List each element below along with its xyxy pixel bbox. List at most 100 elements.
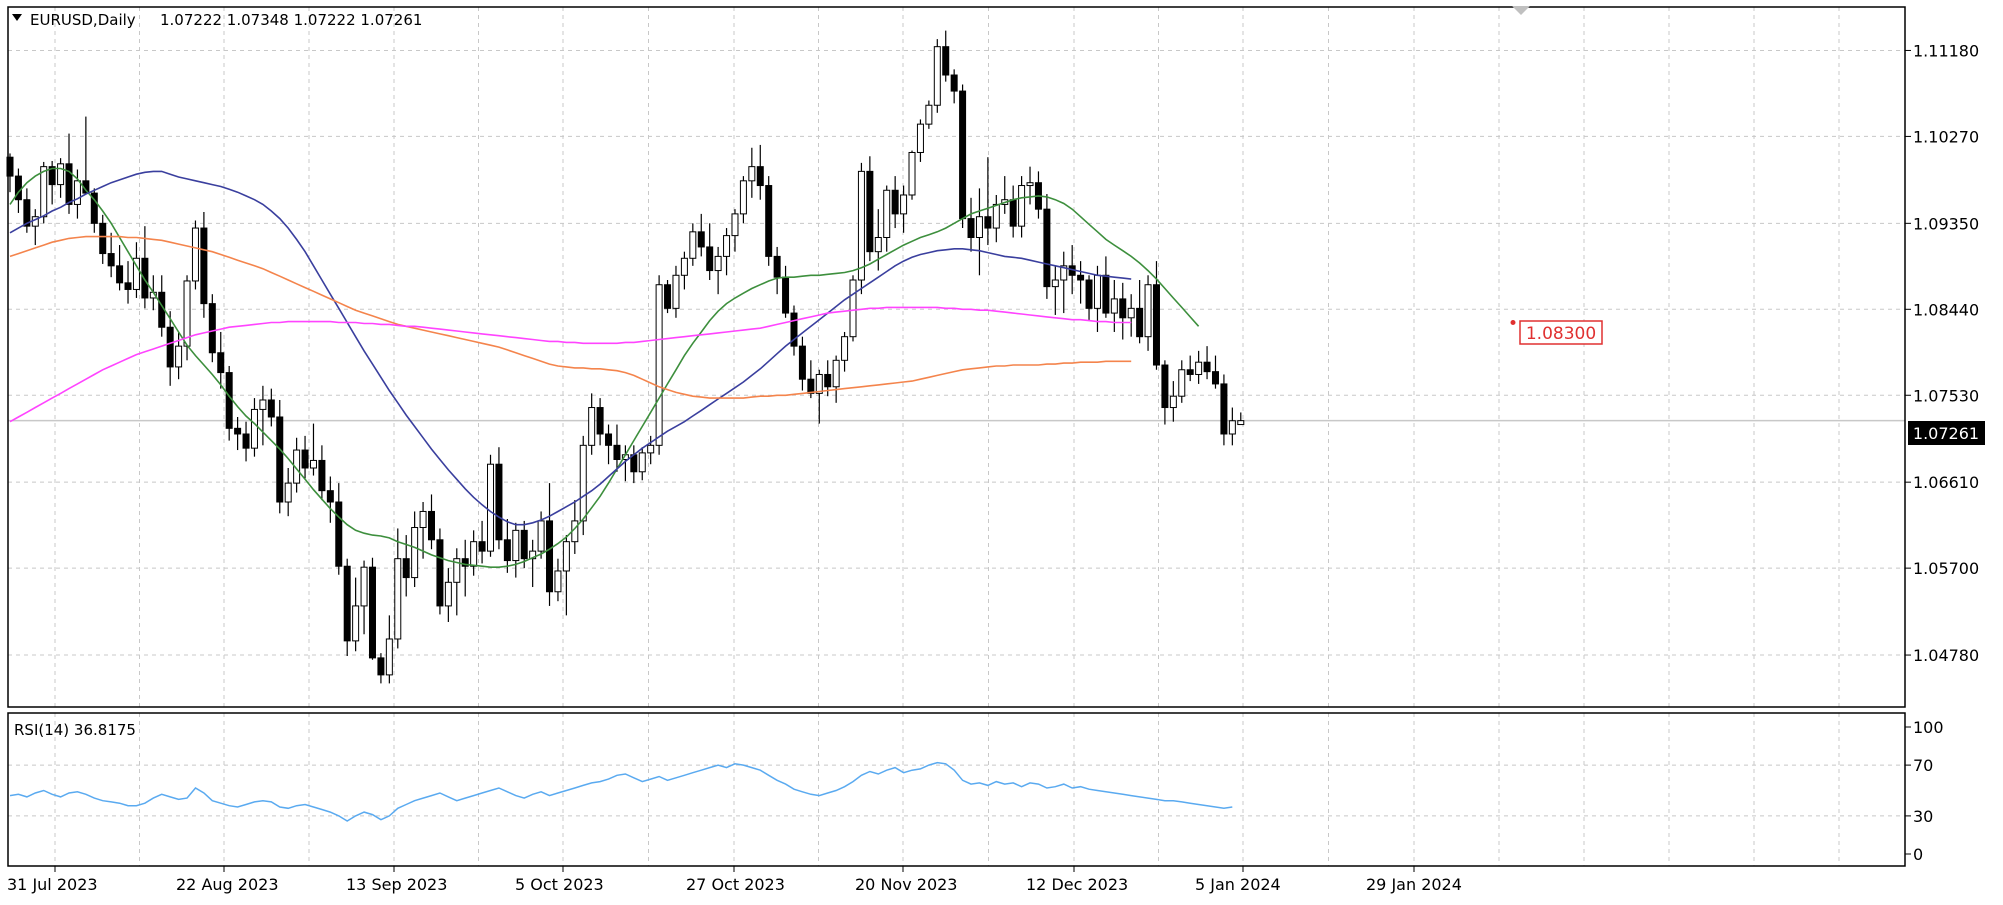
candle xyxy=(1228,407,1236,446)
candle xyxy=(992,194,1000,243)
candle xyxy=(933,39,941,113)
candle xyxy=(1220,374,1228,446)
candle xyxy=(1009,185,1017,238)
candle xyxy=(293,437,301,493)
candles xyxy=(6,30,1245,684)
candle xyxy=(756,144,764,200)
candle xyxy=(1051,265,1059,315)
x-tick-label: 12 Dec 2023 xyxy=(1026,875,1128,894)
candle xyxy=(301,435,309,479)
candle xyxy=(1136,280,1144,344)
candle xyxy=(1169,381,1177,422)
candle xyxy=(1119,282,1127,340)
candle xyxy=(276,399,284,514)
candle xyxy=(588,393,596,455)
candle xyxy=(723,228,731,276)
candle xyxy=(1178,360,1186,403)
candle xyxy=(1161,360,1169,425)
ma-fast-line xyxy=(9,167,1200,569)
candle xyxy=(99,214,107,264)
candle xyxy=(975,188,983,276)
scroll-marker-icon[interactable] xyxy=(1512,6,1530,15)
alert-price-label[interactable]: 1.08300 xyxy=(1519,320,1603,345)
rsi-pane-border xyxy=(7,712,1906,867)
candle xyxy=(48,160,56,205)
grid xyxy=(8,7,1905,866)
candle xyxy=(343,558,351,656)
candle xyxy=(65,133,73,214)
candle xyxy=(1102,256,1110,318)
candle xyxy=(318,445,326,501)
candle xyxy=(908,150,916,200)
rsi-tick-label: 0 xyxy=(1913,845,1923,864)
candle xyxy=(1001,176,1009,214)
candle xyxy=(554,558,562,602)
candle xyxy=(925,100,933,129)
candle xyxy=(82,116,90,195)
main-pane-border xyxy=(7,6,1906,708)
alert-marker xyxy=(1510,320,1516,326)
candle xyxy=(191,220,199,290)
candle xyxy=(857,162,865,295)
rsi-tick-label: 70 xyxy=(1913,756,1933,775)
candle xyxy=(478,520,486,564)
candle xyxy=(90,188,98,233)
dropdown-arrow-icon[interactable] xyxy=(12,14,22,21)
candle xyxy=(874,209,882,271)
x-tick-label: 22 Aug 2023 xyxy=(176,875,279,894)
candle xyxy=(782,265,790,318)
candle xyxy=(512,522,520,578)
candle xyxy=(6,153,14,193)
rsi-label: RSI(14) 36.8175 xyxy=(14,721,136,739)
candle xyxy=(1110,280,1118,332)
candle xyxy=(520,520,528,569)
candle xyxy=(529,539,537,588)
candle xyxy=(217,331,225,389)
candle xyxy=(613,424,621,472)
candle xyxy=(124,261,132,304)
candle xyxy=(1127,294,1135,337)
candle xyxy=(798,336,806,391)
candle xyxy=(1026,166,1034,205)
candle xyxy=(984,157,992,246)
candle xyxy=(664,280,672,314)
candle xyxy=(900,185,908,233)
candle xyxy=(57,158,65,198)
candle xyxy=(1060,251,1068,314)
rsi-line xyxy=(9,761,1233,822)
candle xyxy=(461,539,469,597)
candle xyxy=(655,275,663,455)
candle xyxy=(368,557,376,660)
candle xyxy=(309,423,317,476)
candle xyxy=(647,435,655,465)
candle xyxy=(1203,346,1211,380)
candle xyxy=(1237,412,1245,426)
candle xyxy=(773,246,781,295)
candle xyxy=(748,147,756,198)
y-tick-label: 1.04780 xyxy=(1913,646,1979,665)
candle xyxy=(765,176,773,266)
candle xyxy=(832,355,840,403)
candle xyxy=(546,483,554,606)
candle xyxy=(116,245,124,291)
candle xyxy=(739,176,747,224)
moving-averages xyxy=(9,167,1516,569)
y-tick-label: 1.10270 xyxy=(1913,127,1979,146)
candle xyxy=(242,421,250,462)
candle xyxy=(866,156,874,262)
candle xyxy=(250,398,258,457)
candle xyxy=(841,331,849,372)
frame: 1.11180 1.10270 1.09350 1.08440 1.07530 1.066… xyxy=(7,6,1979,894)
candle xyxy=(352,577,360,652)
ma-mid-line xyxy=(9,170,1132,526)
candle xyxy=(1018,176,1026,238)
candle xyxy=(394,528,402,649)
candle xyxy=(335,483,343,575)
candle xyxy=(23,188,31,233)
y-tick-label: 1.06610 xyxy=(1913,473,1979,492)
candle xyxy=(630,445,638,484)
rsi-tick-label: 30 xyxy=(1913,807,1933,826)
x-tick-label: 29 Jan 2024 xyxy=(1366,875,1462,894)
current-price-text: 1.07261 xyxy=(1913,424,1979,443)
candle xyxy=(1034,171,1042,219)
